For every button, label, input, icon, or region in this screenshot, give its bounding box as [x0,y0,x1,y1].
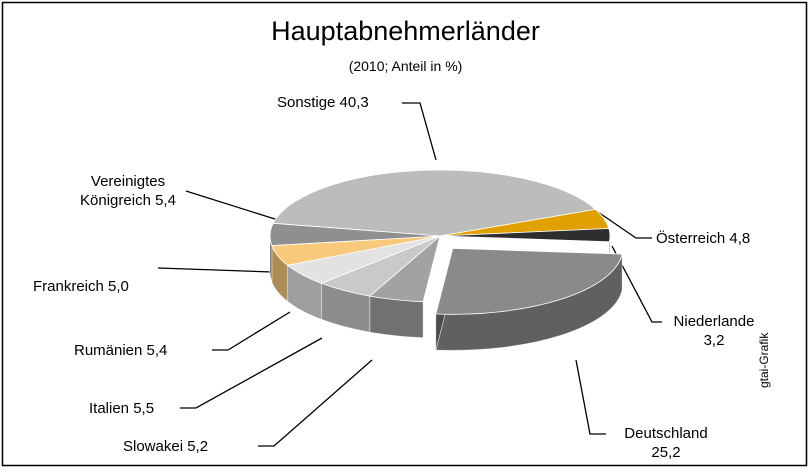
slice-label: Sonstige 40,3 [277,93,369,112]
value-label: 4,8 [729,230,751,247]
leader-line [157,267,277,287]
slice-side-shade [271,245,288,302]
category-label: Deutschland [624,425,708,442]
chart-subtitle: (2010; Anteil in %) [348,58,463,74]
slice-side-shade [435,254,623,351]
leader-line [185,190,279,221]
slice [435,247,623,315]
category-label: Niederlande [673,313,755,330]
slice [272,169,597,237]
slice-label: Slowakei 5,2 [123,437,208,456]
slice-label: Rumänien 5,4 [74,341,167,360]
leader-lines [157,102,662,447]
slice-side-shade [287,265,322,320]
category-label: Italien [89,400,130,417]
slice-side-shade [321,283,370,333]
leader-line [258,359,373,447]
category-label: Vereinigtes Königreich [80,173,166,209]
value-label: 25,2 [651,444,681,461]
slice-side-shade [270,236,272,282]
leader-line [597,211,652,239]
value-label: 40,3 [339,94,369,111]
slice-label: Vereinigtes Königreich 5,4 [58,172,198,210]
category-label: Österreich [656,230,726,247]
category-label: Sonstige [277,94,336,111]
slice-label: Italien 5,5 [89,399,154,418]
leader-line [212,311,291,351]
value-label: 5,4 [155,192,176,209]
slice [439,228,611,243]
leader-line [611,245,662,323]
slice-side-shade [369,296,424,338]
leader-line [402,102,437,161]
slice-label: Deutschland 25,2 [606,424,726,462]
value-label: 5,0 [108,278,129,295]
category-label: Rumänien [74,342,143,359]
category-label: Slowakei [123,438,184,455]
value-label: 5,2 [187,438,209,455]
leader-line [180,337,323,409]
value-label: 5,4 [146,342,168,359]
slice-label: Frankreich 5,0 [33,277,129,296]
leader-line [575,359,606,435]
value-label: 3,2 [703,332,725,349]
pie [269,169,623,351]
slice-label: Österreich 4,8 [656,229,750,248]
slice [269,222,441,246]
value-label: 5,5 [133,400,155,417]
chart-title: Hauptabnehmerländer [271,16,540,46]
slice-label: Niederlande 3,2 [664,312,764,350]
category-label: Frankreich [33,278,104,295]
